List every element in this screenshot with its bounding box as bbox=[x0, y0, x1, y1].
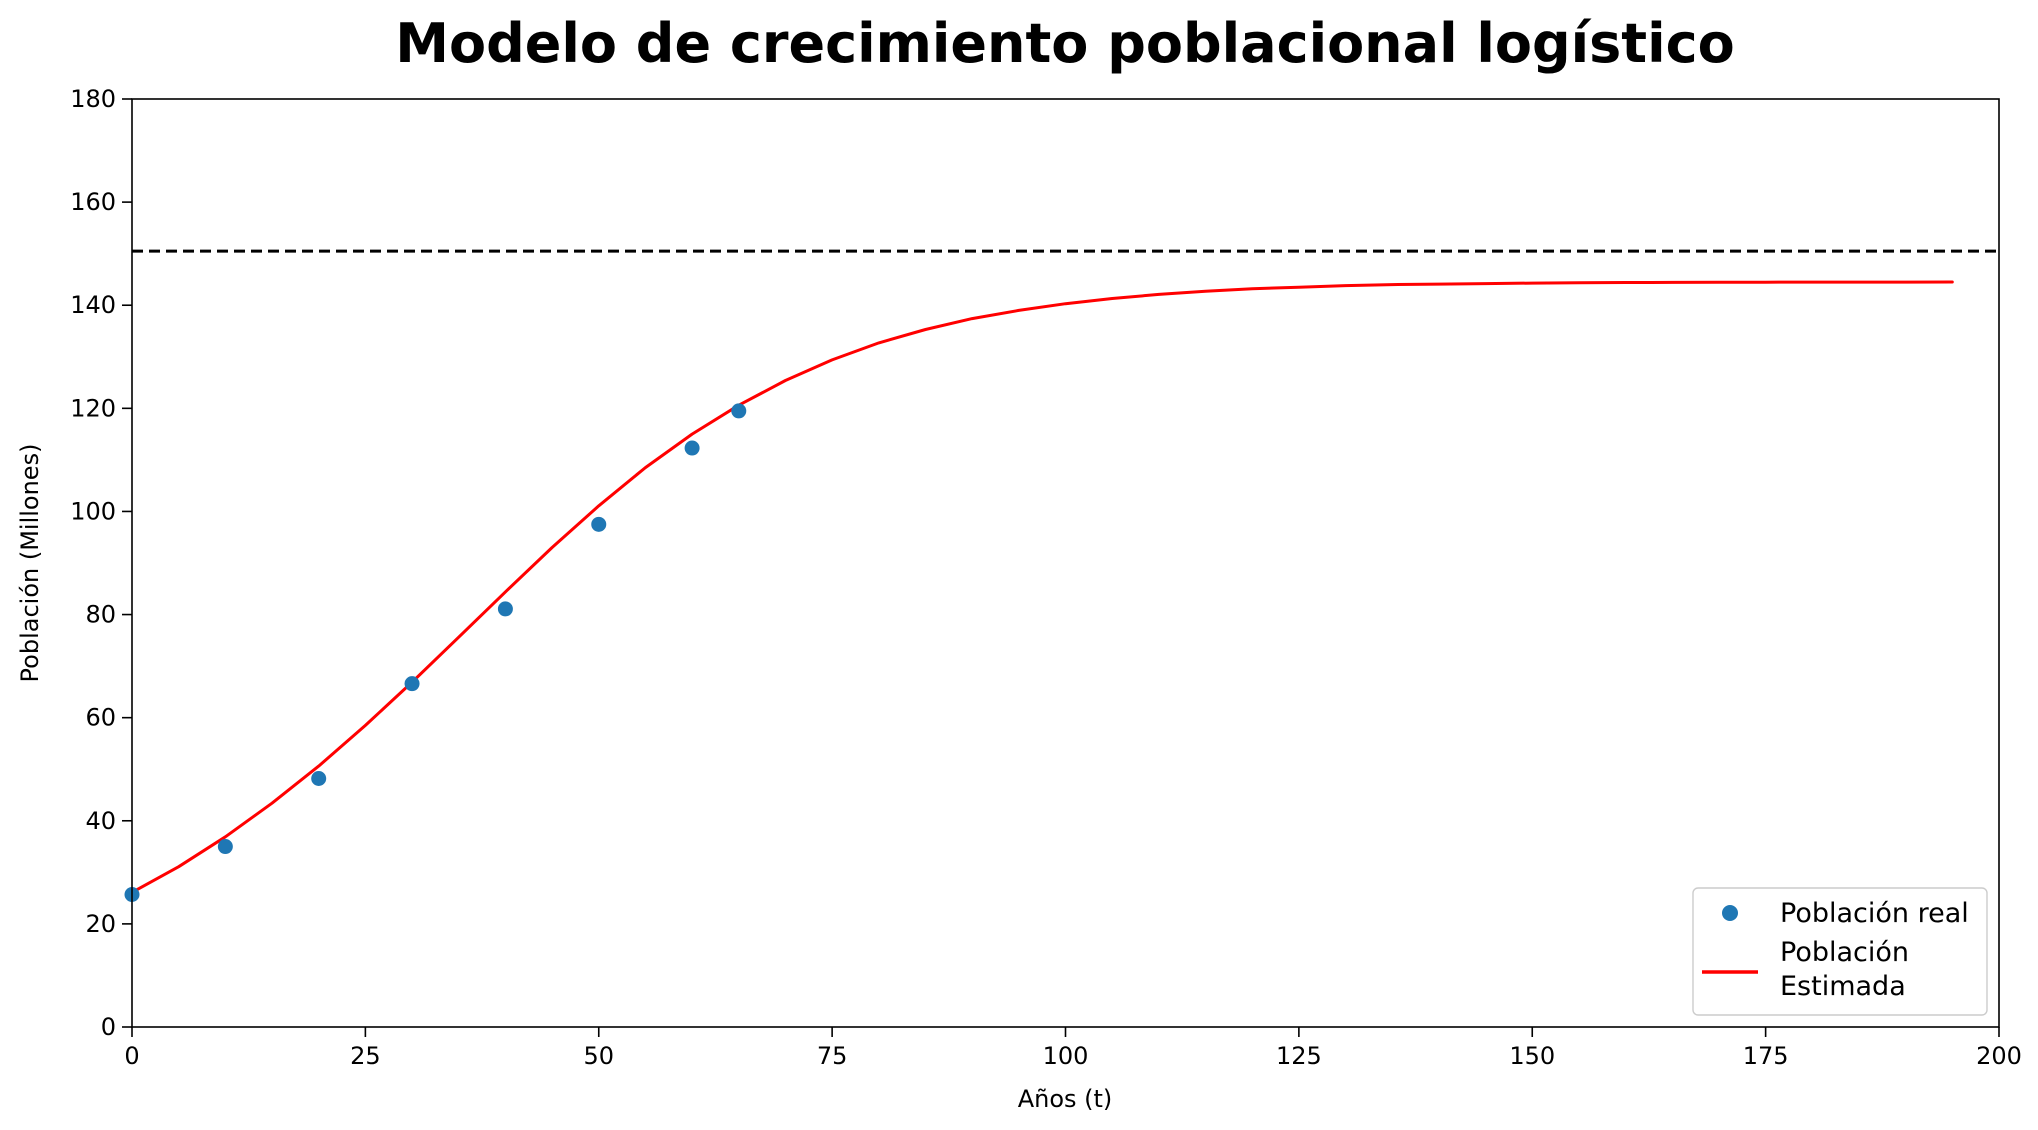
data-point-30 bbox=[404, 676, 420, 692]
y-tick-label-100: 100 bbox=[70, 497, 116, 525]
y-tick-label-180: 180 bbox=[70, 85, 116, 113]
x-tick-label-150: 150 bbox=[1509, 1042, 1555, 1070]
chart-title: Modelo de crecimiento poblacional logíst… bbox=[395, 12, 1734, 75]
legend-scatter-marker bbox=[1722, 905, 1738, 921]
legend-label-real: Población real bbox=[1780, 898, 1969, 929]
y-tick-label-80: 80 bbox=[85, 601, 116, 629]
data-point-50 bbox=[591, 516, 607, 532]
x-axis-label: Años (t) bbox=[1018, 1085, 1113, 1113]
series-line-estimated bbox=[130, 280, 1954, 894]
y-tick-label-120: 120 bbox=[70, 394, 116, 422]
x-tick-label-50: 50 bbox=[583, 1042, 614, 1070]
y-tick-label-160: 160 bbox=[70, 188, 116, 216]
y-tick-label-140: 140 bbox=[70, 291, 116, 319]
data-point-20 bbox=[311, 771, 327, 787]
axis-ticks: 0 25 50 75 100 125 150 175 200 0 20 40 60 80 100 120 140… bbox=[70, 85, 2022, 1070]
data-point-65 bbox=[731, 403, 747, 419]
x-tick-label-75: 75 bbox=[817, 1042, 848, 1070]
y-tick-label-0: 0 bbox=[101, 1013, 116, 1041]
x-tick-label-0: 0 bbox=[124, 1042, 139, 1070]
x-tick-label-100: 100 bbox=[1043, 1042, 1089, 1070]
legend-label-estimated-line1: Población bbox=[1780, 937, 1909, 968]
legend-box bbox=[1692, 887, 1988, 1016]
legend-label-estimated-line2: Estimada bbox=[1780, 971, 1906, 1002]
legend: Población real Población Estimada bbox=[1692, 887, 1988, 1016]
plot-area bbox=[124, 249, 1999, 903]
x-tick-label-125: 125 bbox=[1276, 1042, 1322, 1070]
x-tick-label-200: 200 bbox=[1976, 1042, 2022, 1070]
y-axis-label: Población (Millones) bbox=[16, 444, 44, 683]
y-tick-label-40: 40 bbox=[85, 807, 116, 835]
data-point-10 bbox=[217, 839, 233, 855]
y-tick-label-60: 60 bbox=[85, 704, 116, 732]
data-point-60 bbox=[684, 440, 700, 456]
y-tick-label-20: 20 bbox=[85, 910, 116, 938]
x-tick-label-25: 25 bbox=[350, 1042, 381, 1070]
data-point-40 bbox=[497, 601, 513, 617]
x-tick-label-175: 175 bbox=[1743, 1042, 1789, 1070]
